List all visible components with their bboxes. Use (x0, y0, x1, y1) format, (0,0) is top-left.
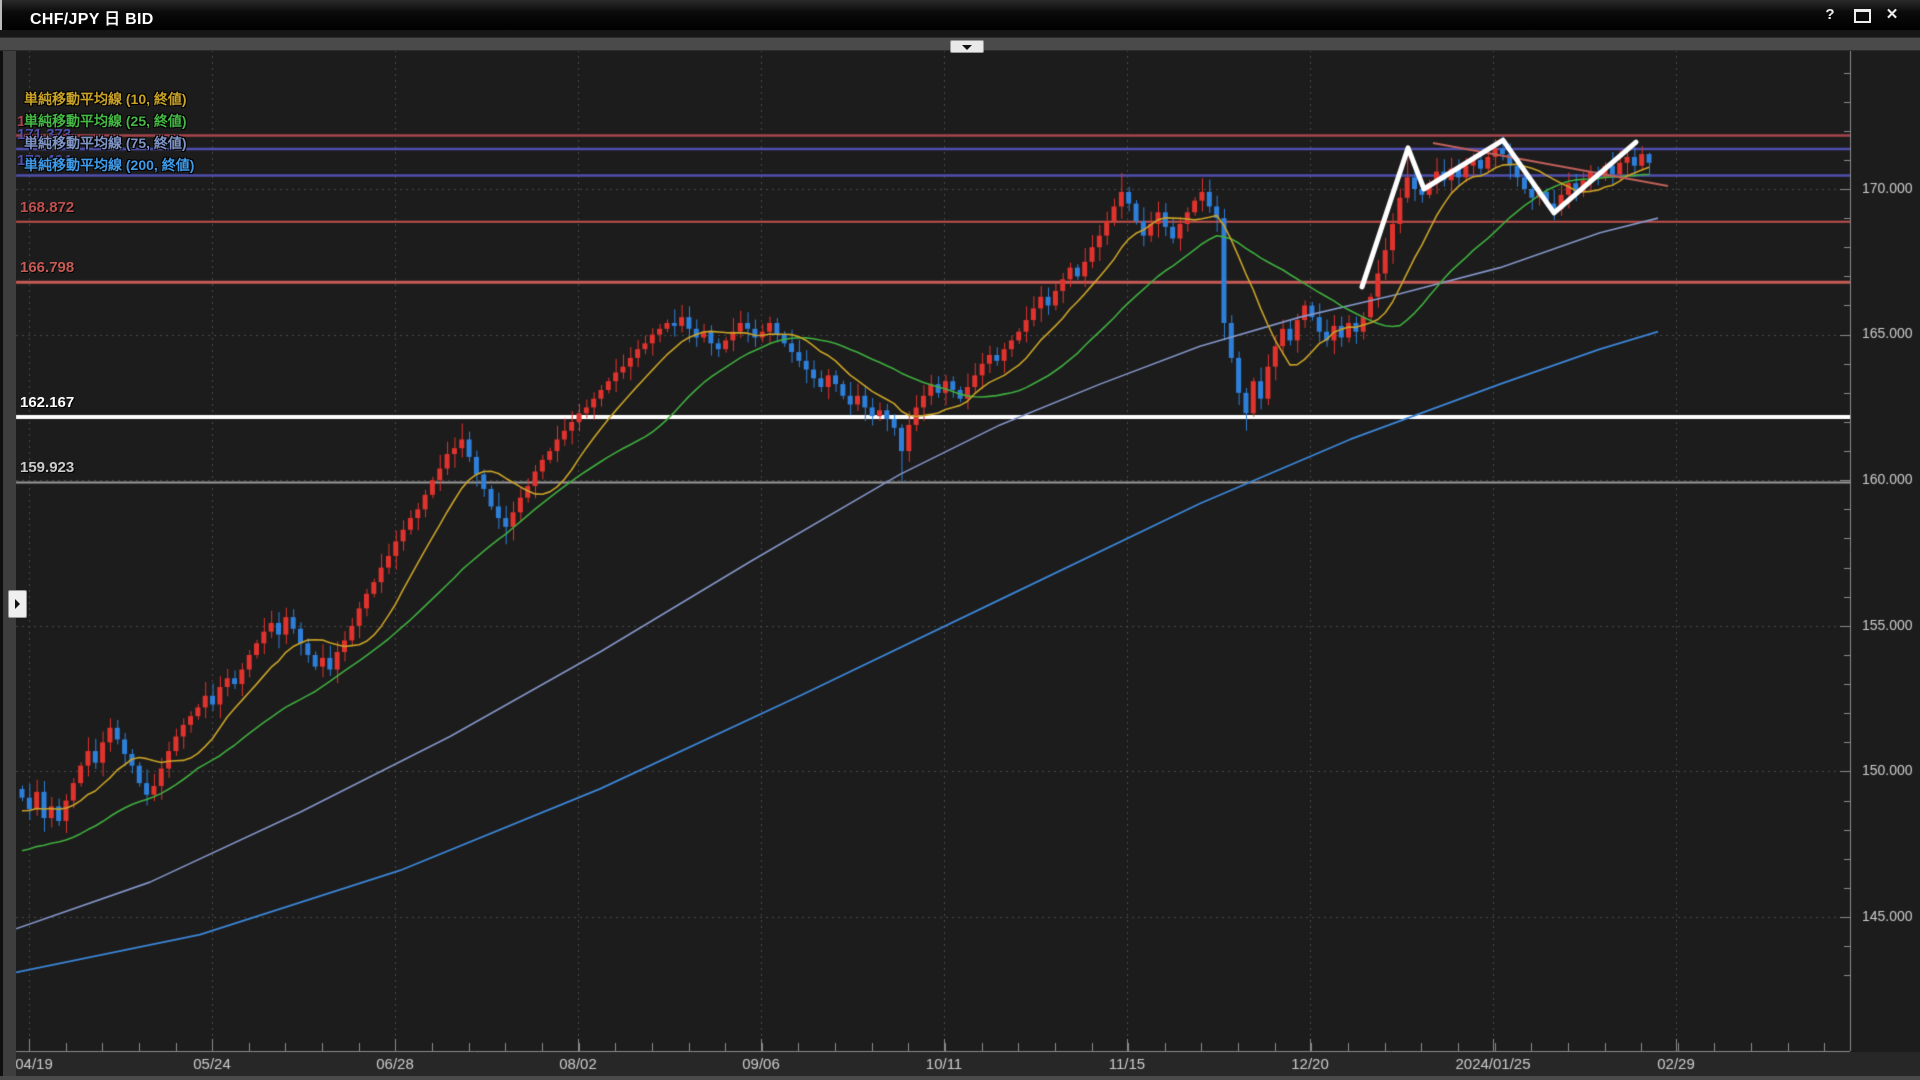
window-bottom-border (0, 1076, 1920, 1080)
close-button[interactable]: ✕ (1885, 6, 1899, 23)
price-line-label: 171.837 (17, 112, 72, 130)
legend-sma-10: 単純移動平均線 (10, 終値) (24, 91, 187, 107)
maximize-button[interactable] (1850, 4, 1874, 26)
left-splitter-strip[interactable] (0, 37, 27, 1080)
toolbar-gap (0, 30, 1920, 37)
left-panel-expand-button[interactable] (8, 590, 27, 618)
legend-sma-75: 単純移動平均線 (75, 終値) (24, 135, 187, 151)
chevron-down-icon (962, 45, 972, 50)
help-button[interactable]: ? (1825, 6, 1835, 23)
top-panel-expand-button[interactable] (950, 40, 984, 53)
price-line-label: 162.167 (20, 394, 75, 412)
sma-legend: 単純移動平均線 (10, 終値) 単純移動平均線 (25, 終値) 単純移動平均… (24, 89, 194, 177)
top-splitter-strip[interactable] (0, 37, 1920, 53)
legend-sma-25: 単純移動平均線 (25, 終値) (24, 113, 187, 129)
chevron-right-icon (15, 599, 20, 609)
price-line-label: 159.923 (20, 459, 75, 477)
legend-sma-200: 単純移動平均線 (200, 終値) (24, 157, 195, 173)
window-title: CHF/JPY 日 BID (30, 11, 154, 28)
price-line-label: 166.798 (20, 259, 75, 277)
price-line-label: 168.872 (20, 198, 75, 216)
price-line-label: 171.373 (17, 126, 72, 143)
price-line-label: 170.464 (17, 152, 72, 170)
maximize-icon (1853, 9, 1871, 23)
title-bar[interactable]: CHF/JPY 日 BID ? ✕ (0, 0, 1920, 30)
